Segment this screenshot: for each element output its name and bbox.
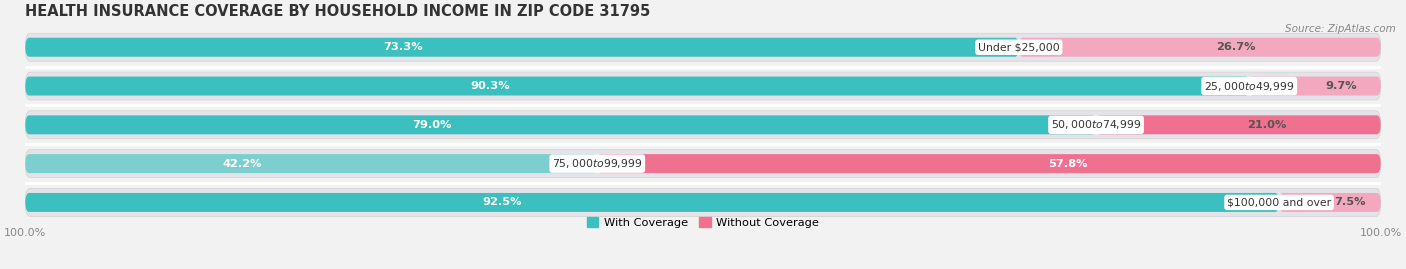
FancyBboxPatch shape — [25, 38, 1019, 57]
FancyBboxPatch shape — [25, 150, 1381, 178]
Text: $25,000 to $49,999: $25,000 to $49,999 — [1204, 80, 1295, 93]
Text: 26.7%: 26.7% — [1216, 42, 1256, 52]
Text: 42.2%: 42.2% — [224, 159, 263, 169]
Text: 57.8%: 57.8% — [1047, 159, 1087, 169]
FancyBboxPatch shape — [1019, 38, 1381, 57]
FancyBboxPatch shape — [1279, 193, 1381, 212]
Text: 90.3%: 90.3% — [471, 81, 510, 91]
Text: Under $25,000: Under $25,000 — [979, 42, 1060, 52]
Text: $75,000 to $99,999: $75,000 to $99,999 — [553, 157, 643, 170]
Text: 9.7%: 9.7% — [1326, 81, 1357, 91]
FancyBboxPatch shape — [25, 33, 1381, 61]
Text: HEALTH INSURANCE COVERAGE BY HOUSEHOLD INCOME IN ZIP CODE 31795: HEALTH INSURANCE COVERAGE BY HOUSEHOLD I… — [25, 4, 651, 19]
FancyBboxPatch shape — [25, 189, 1381, 216]
Text: 73.3%: 73.3% — [382, 42, 423, 52]
FancyBboxPatch shape — [1097, 115, 1381, 134]
FancyBboxPatch shape — [1250, 76, 1381, 95]
FancyBboxPatch shape — [25, 115, 1097, 134]
FancyBboxPatch shape — [25, 76, 1250, 95]
Text: Source: ZipAtlas.com: Source: ZipAtlas.com — [1285, 24, 1396, 34]
Text: 92.5%: 92.5% — [482, 197, 522, 207]
Text: 7.5%: 7.5% — [1334, 197, 1367, 207]
Text: 79.0%: 79.0% — [412, 120, 451, 130]
Text: $100,000 and over: $100,000 and over — [1227, 197, 1331, 207]
FancyBboxPatch shape — [25, 193, 1279, 212]
FancyBboxPatch shape — [25, 111, 1381, 139]
Text: 21.0%: 21.0% — [1247, 120, 1286, 130]
Legend: With Coverage, Without Coverage: With Coverage, Without Coverage — [586, 217, 820, 228]
FancyBboxPatch shape — [25, 72, 1381, 100]
Text: $50,000 to $74,999: $50,000 to $74,999 — [1050, 118, 1142, 131]
FancyBboxPatch shape — [598, 154, 1381, 173]
FancyBboxPatch shape — [25, 154, 598, 173]
